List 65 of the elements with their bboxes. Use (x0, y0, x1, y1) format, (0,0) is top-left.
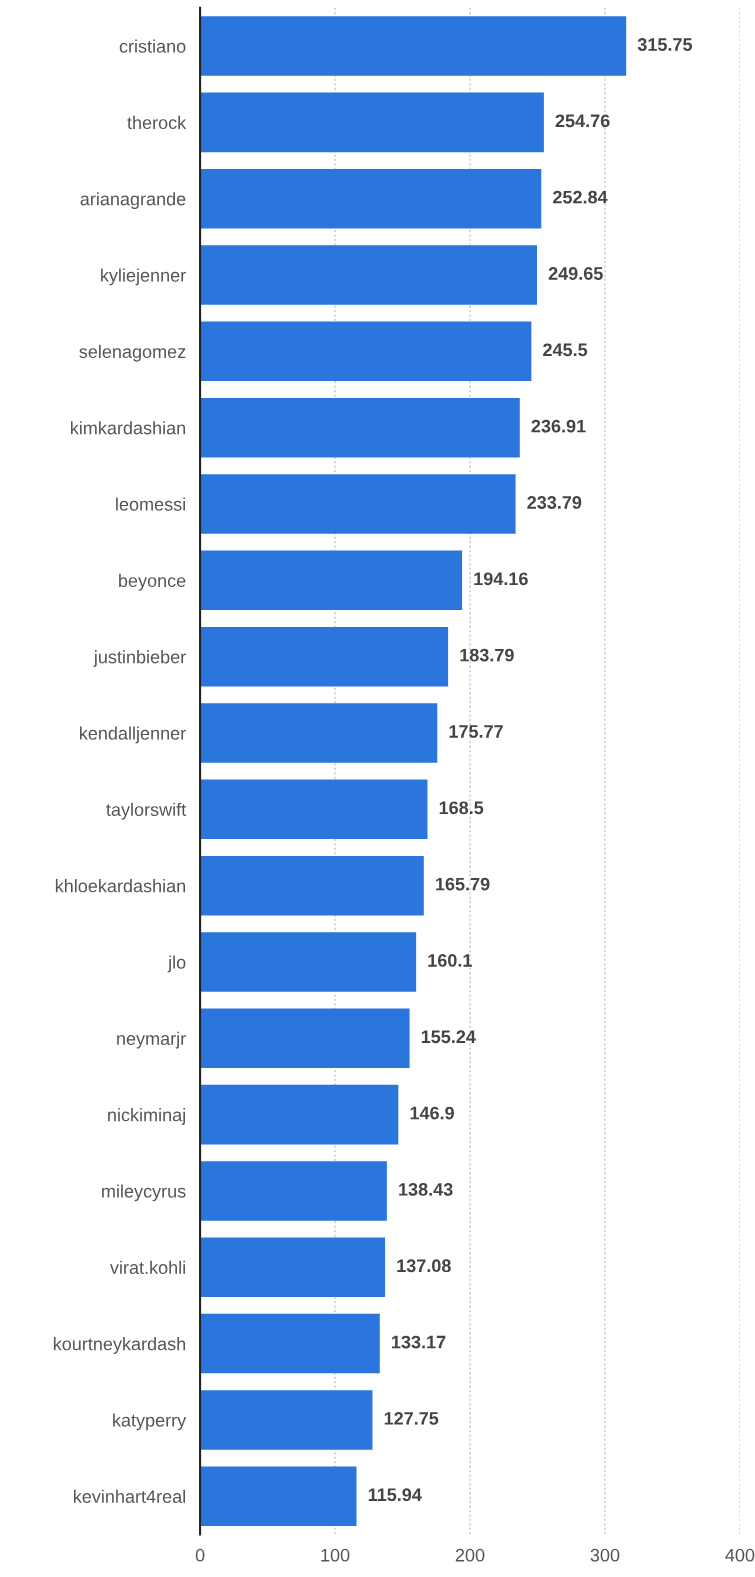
bar (200, 1084, 399, 1145)
bar (200, 779, 428, 840)
y-tick-label: kourtneykardash (53, 1337, 186, 1354)
bar (200, 1313, 380, 1374)
y-tick-label: mileycyrus (102, 1184, 186, 1202)
data-label: 194.16 (474, 572, 528, 586)
data-label: 249.65 (548, 267, 603, 280)
y-tick-label: khloekardashian (55, 879, 186, 893)
bar (200, 1466, 357, 1527)
bar (200, 550, 463, 611)
y-tick-label: kimkardashian (71, 421, 186, 435)
x-tick-label: 300 (590, 1548, 620, 1562)
bar (200, 16, 627, 76)
bar (200, 703, 438, 763)
data-label: 254.76 (555, 114, 610, 128)
data-label: 233.79 (527, 496, 582, 509)
y-tick-label: arianagrande (80, 192, 186, 209)
data-label: 138.43 (399, 1183, 453, 1196)
x-tick-label: 0 (195, 1548, 205, 1562)
y-tick-label: kyliejenner (101, 268, 186, 286)
data-label: 315.75 (637, 38, 693, 51)
y-tick-label: selenagomez (79, 344, 186, 362)
y-tick-label: kendalljenner (80, 726, 186, 744)
y-tick-label: virat.kohli (109, 1260, 185, 1274)
data-label: 252.84 (553, 190, 608, 204)
bar (200, 932, 417, 992)
x-tick-label: 400 (725, 1548, 755, 1562)
data-label: 137.08 (397, 1259, 451, 1273)
bar (200, 1161, 387, 1221)
bar (200, 245, 537, 305)
y-tick-label: therock (127, 115, 187, 130)
y-tick-label: leomessi (116, 497, 185, 511)
x-tick-label: 200 (455, 1548, 485, 1562)
bar (200, 855, 424, 916)
bar (200, 168, 542, 229)
data-label: 115.94 (368, 1488, 422, 1502)
data-label: 245.5 (543, 343, 588, 357)
y-tick-label: nickiminaj (108, 1108, 185, 1125)
bar (200, 1237, 386, 1298)
bar (200, 1008, 410, 1069)
y-tick-label: cristiano (119, 39, 186, 53)
data-label: 236.91 (531, 419, 586, 433)
data-label: 133.17 (392, 1335, 446, 1349)
bar (200, 626, 449, 687)
data-label: 160.1 (428, 954, 472, 967)
data-label: 175.77 (449, 725, 503, 738)
data-label: 168.5 (439, 801, 484, 815)
y-tick-label: katyperry (113, 1413, 187, 1431)
data-label: 127.75 (384, 1411, 439, 1425)
data-label: 183.79 (460, 648, 514, 662)
y-tick-label: beyonce (119, 573, 186, 591)
bar (200, 1390, 373, 1450)
y-tick-label: justinbieber (93, 650, 186, 667)
bar (200, 474, 516, 534)
bar (200, 397, 520, 458)
y-tick-label: jlo (167, 955, 186, 973)
data-label: 146.9 (410, 1106, 454, 1120)
data-label: 155.24 (421, 1030, 476, 1044)
y-tick-label: taylorswift (106, 802, 187, 820)
x-tick-label: 100 (321, 1548, 350, 1562)
y-tick-label: kevinhart4real (74, 1489, 185, 1503)
y-tick-label: neymarjr (117, 1031, 186, 1049)
bar (200, 321, 532, 382)
bar (200, 92, 544, 153)
data-label: 165.79 (436, 877, 490, 891)
